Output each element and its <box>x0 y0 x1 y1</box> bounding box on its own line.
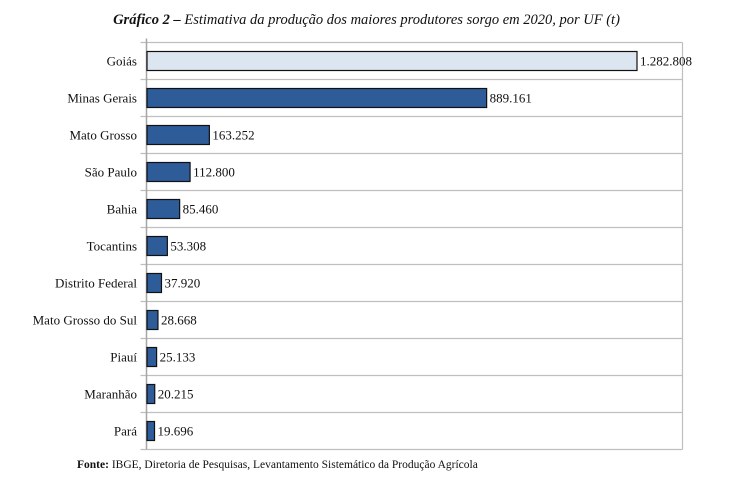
category-label: Mato Grosso do Sul <box>33 313 138 328</box>
category-label: Mato Grosso <box>69 128 137 143</box>
value-label: 112.800 <box>193 165 235 180</box>
bar-minas-gerais <box>146 87 488 109</box>
source-note: Fonte: IBGE, Diretoria de Pesquisas, Lev… <box>77 459 478 471</box>
bar-tocantins <box>146 235 168 257</box>
value-label: 1.282.808 <box>640 54 692 69</box>
value-label: 25.133 <box>160 350 196 365</box>
bar-bahia <box>146 198 181 220</box>
category-label: São Paulo <box>85 165 137 180</box>
value-label: 889.161 <box>490 91 532 106</box>
category-label: Distrito Federal <box>55 276 137 291</box>
bars <box>146 50 638 442</box>
category-label: Tocantins <box>87 239 137 254</box>
value-labels: 1.282.808 889.161 163.252 112.800 85.460 53.3… <box>158 54 692 439</box>
value-label: 53.308 <box>170 239 206 254</box>
value-label: 28.668 <box>161 313 197 328</box>
category-label: Maranhão <box>84 387 137 402</box>
source-text: IBGE, Diretoria de Pesquisas, Levantamen… <box>111 459 478 471</box>
bar-mato-grosso-do-sul <box>146 309 159 331</box>
category-label: Piauí <box>110 350 137 365</box>
chart-title-text: Estimativa da produção dos maiores produ… <box>184 12 620 28</box>
bar-mato-grosso <box>146 124 210 146</box>
bar-sao-paulo <box>146 161 191 183</box>
category-label: Pará <box>114 424 137 439</box>
category-label: Goiás <box>107 54 137 69</box>
bar-para <box>146 420 156 442</box>
value-label: 85.460 <box>183 202 219 217</box>
source-label: Fonte: <box>77 459 109 471</box>
value-label: 19.696 <box>158 424 194 439</box>
bar-distrito-federal <box>146 272 163 294</box>
category-label: Minas Gerais <box>67 91 137 106</box>
chart-title-prefix: Gráfico 2 – <box>113 12 181 28</box>
value-label: 163.252 <box>212 128 254 143</box>
chart-title: Gráfico 2 – Estimativa da produção dos m… <box>0 12 733 29</box>
category-label: Bahia <box>107 202 138 217</box>
category-labels: Goiás Minas Gerais Mato Grosso São Paulo Bah… <box>33 54 138 439</box>
bar-goias <box>146 50 638 72</box>
value-label: 20.215 <box>158 387 194 402</box>
value-label: 37.920 <box>164 276 200 291</box>
bar-piaui <box>146 346 158 368</box>
bar-maranhao <box>146 383 156 405</box>
